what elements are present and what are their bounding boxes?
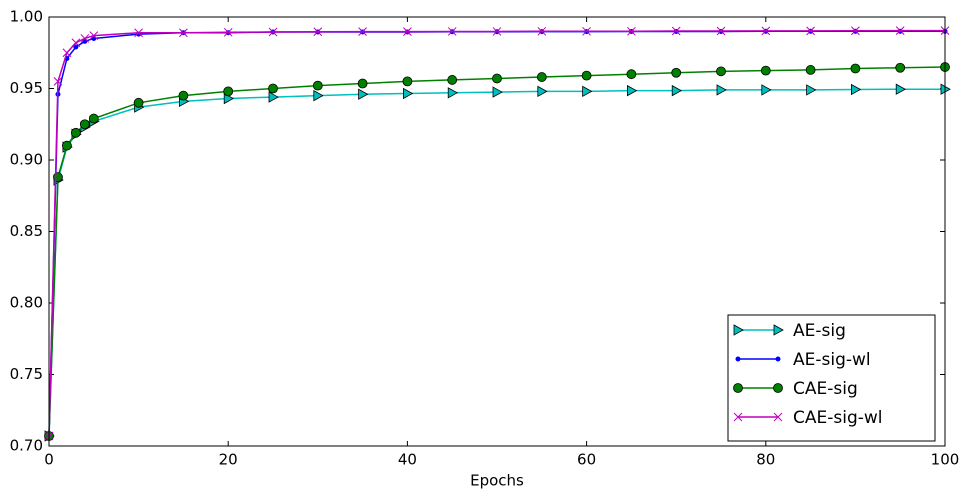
marker — [582, 26, 591, 36]
marker — [82, 38, 88, 44]
legend-marker — [733, 412, 743, 422]
plot-frame — [48, 16, 946, 447]
x-tick-label: 100 — [931, 451, 960, 469]
legend-label: AE-sig-wl — [793, 350, 871, 370]
marker — [88, 113, 99, 124]
marker — [761, 84, 772, 96]
marker — [89, 31, 99, 40]
legend-marker — [733, 324, 744, 336]
legend-marker — [775, 356, 781, 362]
marker — [402, 76, 413, 87]
legend-marker — [735, 356, 741, 362]
marker — [851, 83, 862, 96]
marker — [447, 27, 457, 36]
marker — [671, 67, 682, 78]
marker — [403, 27, 412, 36]
legend-marker — [773, 324, 784, 336]
marker — [133, 97, 144, 108]
y-tick-label: 0.80 — [10, 294, 43, 312]
legend: AE-sig AE-sig-wl CAE-sig CAE-sig-wl — [727, 314, 936, 442]
marker — [223, 27, 233, 37]
y-tick-label: 0.70 — [10, 437, 43, 455]
marker — [53, 76, 63, 86]
marker — [895, 62, 906, 73]
marker — [582, 85, 593, 98]
marker — [358, 88, 369, 100]
marker — [268, 83, 278, 94]
legend-label: CAE-sig-wl — [793, 408, 883, 428]
marker — [626, 69, 637, 80]
marker — [91, 35, 97, 41]
marker — [716, 84, 727, 96]
marker — [851, 26, 860, 36]
marker — [62, 48, 72, 58]
legend-marker — [733, 383, 743, 393]
marker — [403, 87, 414, 100]
marker — [627, 26, 636, 36]
marker — [805, 65, 816, 75]
marker — [537, 85, 548, 98]
marker — [761, 26, 771, 36]
marker — [447, 87, 459, 99]
marker — [447, 75, 458, 85]
marker — [312, 80, 323, 91]
y-tick-label: 0.75 — [10, 365, 43, 383]
marker — [70, 127, 81, 138]
marker — [80, 34, 90, 43]
marker — [492, 73, 502, 84]
x-tick-label: 0 — [44, 451, 54, 469]
marker — [178, 90, 189, 101]
marker — [537, 26, 547, 36]
marker — [895, 26, 905, 35]
x-tick-label: 20 — [219, 451, 238, 469]
marker — [627, 84, 638, 97]
marker — [806, 84, 817, 96]
marker — [71, 38, 81, 48]
marker — [671, 26, 681, 36]
y-tick-label: 0.90 — [10, 151, 43, 169]
legend-marker — [773, 412, 783, 422]
legend-box — [727, 314, 936, 442]
marker — [716, 66, 726, 77]
marker — [223, 86, 234, 97]
marker — [536, 72, 547, 82]
marker — [358, 27, 367, 36]
legend-label: AE-sig — [793, 321, 846, 341]
marker — [492, 27, 502, 36]
marker — [79, 119, 90, 130]
marker — [357, 78, 368, 89]
x-tick-label: 40 — [398, 451, 417, 469]
marker — [268, 91, 279, 103]
x-axis-label: Epochs — [470, 472, 524, 490]
x-tick-label: 60 — [577, 451, 596, 469]
marker — [671, 84, 683, 97]
marker — [62, 140, 72, 151]
marker — [581, 70, 592, 81]
marker — [850, 63, 861, 74]
y-tick-label: 0.95 — [10, 79, 43, 97]
marker — [760, 65, 771, 76]
marker — [313, 27, 323, 37]
marker — [313, 89, 324, 102]
legend-label: CAE-sig — [793, 379, 858, 399]
marker — [716, 26, 726, 36]
marker — [895, 83, 907, 95]
marker — [806, 26, 815, 36]
x-tick-label: 80 — [756, 451, 775, 469]
marker — [492, 86, 503, 98]
legend-marker — [773, 383, 783, 393]
marker — [134, 28, 143, 38]
y-tick-label: 1.00 — [10, 8, 43, 26]
marker — [179, 28, 188, 38]
marker — [268, 27, 278, 37]
marker — [73, 44, 79, 50]
y-tick-label: 0.85 — [10, 222, 43, 240]
